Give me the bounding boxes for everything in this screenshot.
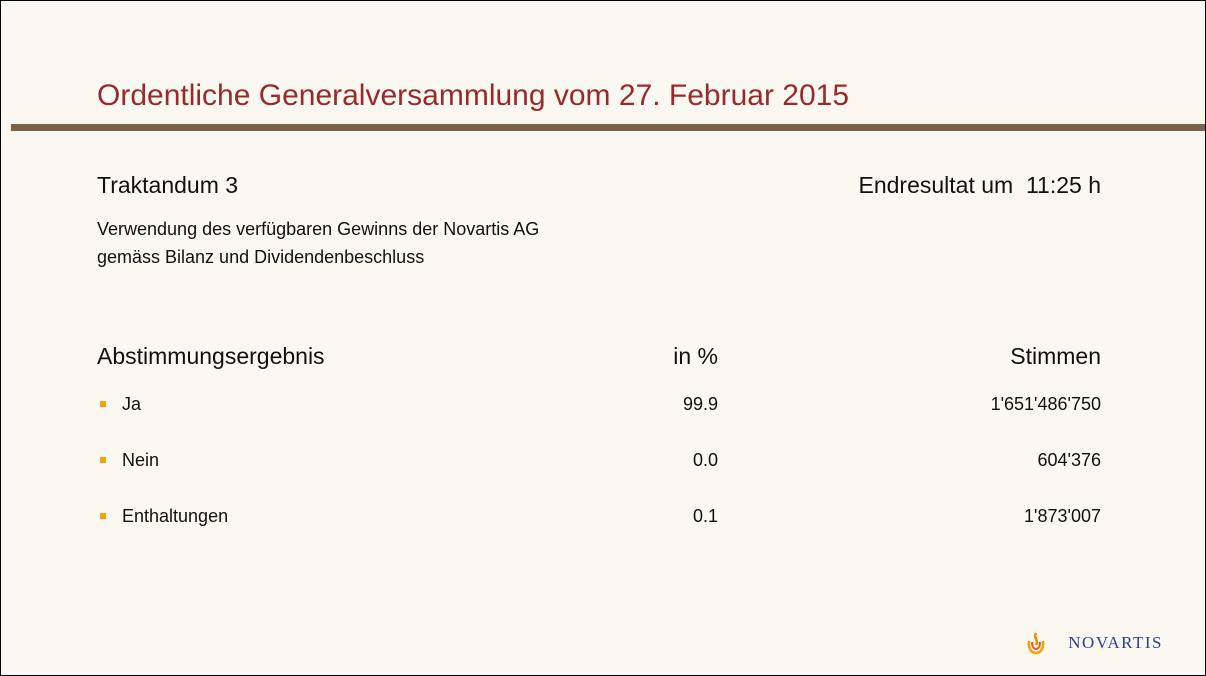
logo-icon xyxy=(1027,632,1045,655)
row-percent: 99.9 xyxy=(682,394,718,414)
logo-text: NOVARTIS xyxy=(1068,633,1163,652)
row-votes: 1'873'007 xyxy=(1024,506,1101,526)
row-votes: 604'376 xyxy=(1037,450,1101,470)
title-rule xyxy=(11,124,1205,131)
description-line: Verwendung des verfügbaren Gewinns der N… xyxy=(97,219,540,239)
row-label: Ja xyxy=(122,394,142,414)
row-label: Nein xyxy=(122,450,160,470)
agenda-item: Traktandum 3 xyxy=(97,172,239,198)
column-header: Abstimmungsergebnis xyxy=(97,343,325,369)
bullet xyxy=(100,513,106,519)
column-header: Stimmen xyxy=(1010,343,1101,369)
row-label: Enthaltungen xyxy=(122,506,229,526)
bullet xyxy=(100,457,106,463)
result-time: Endresultat um 11:25 h xyxy=(858,172,1102,198)
description-line: gemäss Bilanz und Dividendenbeschluss xyxy=(97,247,425,267)
slide-title: Ordentliche Generalversammlung vom 27. F… xyxy=(97,79,850,112)
column-header: in % xyxy=(673,343,718,369)
row-votes: 1'651'486'750 xyxy=(990,394,1101,414)
bullet xyxy=(100,401,106,407)
row-percent: 0.0 xyxy=(692,450,718,470)
row-percent: 0.1 xyxy=(692,506,718,526)
